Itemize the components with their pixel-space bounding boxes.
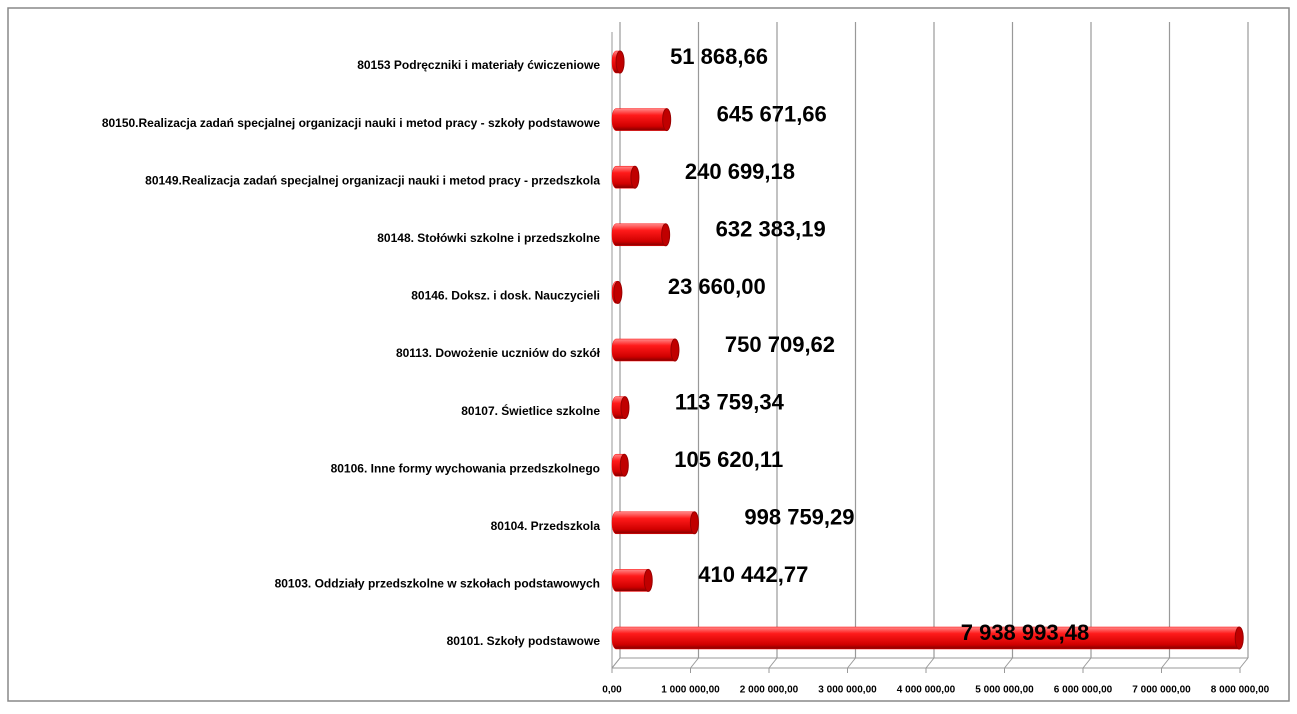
value-label: 645 671,66 (717, 101, 827, 126)
value-label: 750 709,62 (725, 332, 835, 357)
x-tick-label: 8 000 000,00 (1211, 685, 1270, 696)
y-tick-label: 80146. Doksz. i dosk. Nauczycieli (411, 289, 600, 303)
y-tick-label: 80148. Stołówki szkolne i przedszkolne (377, 231, 600, 245)
value-label: 105 620,11 (674, 447, 783, 472)
y-tick-label: 80150.Realizacja zadań specjalnej organi… (102, 116, 601, 130)
value-label: 7 938 993,48 (961, 620, 1089, 645)
bar-body (611, 223, 670, 247)
bar-body (611, 338, 680, 362)
x-tick-label: 7 000 000,00 (1132, 685, 1191, 696)
y-tick-label: 80153 Podręczniki i materiały ćwiczeniow… (357, 58, 600, 72)
bar-cap (689, 511, 699, 535)
chart-border (7, 7, 1290, 702)
value-label: 23 660,00 (668, 274, 766, 299)
bar-body (611, 511, 699, 535)
floor-grid-line (1082, 657, 1092, 669)
bar (611, 511, 699, 535)
bar (611, 165, 640, 189)
bar-body (611, 626, 1244, 650)
value-label: 632 383,19 (716, 217, 826, 242)
x-tick-label: 6 000 000,00 (1054, 685, 1113, 696)
floor-grid-line (768, 657, 778, 669)
bar-cap (643, 568, 653, 592)
value-label: 51 868,66 (670, 44, 768, 69)
bar-cap (619, 453, 629, 477)
bar-cap (670, 338, 680, 362)
bar-cap (630, 165, 640, 189)
x-tick-label: 3 000 000,00 (818, 685, 877, 696)
y-tick-label: 80149.Realizacja zadań specjalnej organi… (145, 173, 600, 187)
x-tick-label: 0,00 (602, 685, 622, 696)
y-tick-label: 80101. Szkoły podstawowe (447, 634, 601, 648)
bar (611, 453, 629, 477)
y-tick-label: 80104. Przedszkola (491, 519, 601, 533)
bar-cap (615, 50, 625, 74)
value-label: 998 759,29 (744, 505, 854, 530)
floor-grid-line (1004, 657, 1013, 669)
bar (611, 626, 1244, 650)
bar-cap (662, 108, 672, 132)
floor-grid-line (611, 657, 621, 669)
floor-grid-line (690, 657, 699, 669)
x-tick-label: 5 000 000,00 (975, 685, 1034, 696)
bar-cap (613, 280, 623, 304)
bar-body (611, 108, 671, 131)
floor-grid-line (925, 657, 935, 669)
bar (611, 280, 623, 304)
floor-grid-line (847, 657, 856, 669)
bar-cap (1234, 626, 1244, 650)
floor-grid-line (1161, 657, 1170, 669)
x-tick-label: 1 000 000,00 (661, 685, 720, 696)
value-label: 113 759,34 (675, 389, 785, 414)
bar (611, 396, 630, 420)
bar (611, 338, 680, 362)
y-tick-label: 80113. Dowożenie uczniów do szkół (396, 346, 601, 360)
bar (611, 568, 653, 592)
x-tick-label: 4 000 000,00 (897, 685, 956, 696)
y-tick-label: 80103. Oddziały przedszkolne w szkołach … (275, 577, 600, 591)
floor-grid-line (1239, 657, 1249, 669)
value-label: 410 442,77 (698, 562, 808, 587)
bar (611, 223, 671, 247)
x-tick-label: 2 000 000,00 (740, 685, 799, 696)
bar-cap (661, 223, 671, 247)
y-tick-label: 80107. Świetlice szkolne (461, 403, 600, 418)
bar-cap (620, 396, 630, 420)
value-label: 240 699,18 (685, 159, 795, 184)
y-tick-label: 80106. Inne formy wychowania przedszkoln… (331, 461, 600, 475)
bar (611, 50, 625, 74)
bar (611, 108, 672, 132)
